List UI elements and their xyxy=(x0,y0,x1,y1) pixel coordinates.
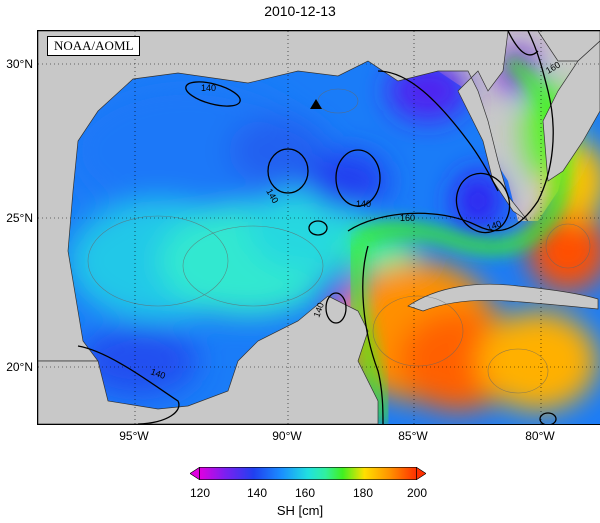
colorbar-max-arrow xyxy=(416,467,426,480)
lat-tick: 20°N xyxy=(6,360,33,374)
colorbar-label: SH [cm] xyxy=(276,503,324,518)
map-title: 2010-12-13 xyxy=(264,3,336,19)
lon-tick: 80°W xyxy=(525,429,555,443)
colorbar xyxy=(190,467,426,480)
sea-height-field xyxy=(68,46,600,411)
contours xyxy=(77,31,557,424)
contour-label-140: 140 xyxy=(149,366,167,381)
contour-label-140: 140 xyxy=(201,83,216,93)
contour-labels: 140 140 140 140 140 140 160 160 xyxy=(149,60,562,381)
lon-tick: 95°W xyxy=(119,429,149,443)
colorbar-tick: 180 xyxy=(352,486,374,500)
lat-tick: 30°N xyxy=(6,57,33,71)
colorbar-min-arrow xyxy=(190,467,200,480)
minor-contours xyxy=(87,88,591,394)
lon-tick: 85°W xyxy=(398,429,428,443)
contour-label-140: 140 xyxy=(356,199,371,209)
source-badge: NOAA/AOML xyxy=(47,36,141,56)
lat-tick: 25°N xyxy=(6,211,33,225)
colorbar-tick: 140 xyxy=(246,486,268,500)
graticule xyxy=(38,31,600,424)
contour-label-140: 140 xyxy=(311,301,326,319)
sea-height-map: 140 140 140 140 140 140 160 160 xyxy=(37,30,600,425)
colorbar-tick: 120 xyxy=(189,486,211,500)
contour-label-140: 140 xyxy=(485,218,503,233)
triangle-marker-icon xyxy=(310,99,322,109)
colorbar-tick: 160 xyxy=(294,486,316,500)
contour-label-160: 160 xyxy=(400,213,415,223)
lon-tick: 90°W xyxy=(272,429,302,443)
colorbar-tick: 200 xyxy=(406,486,428,500)
colorbar-gradient xyxy=(199,467,417,480)
